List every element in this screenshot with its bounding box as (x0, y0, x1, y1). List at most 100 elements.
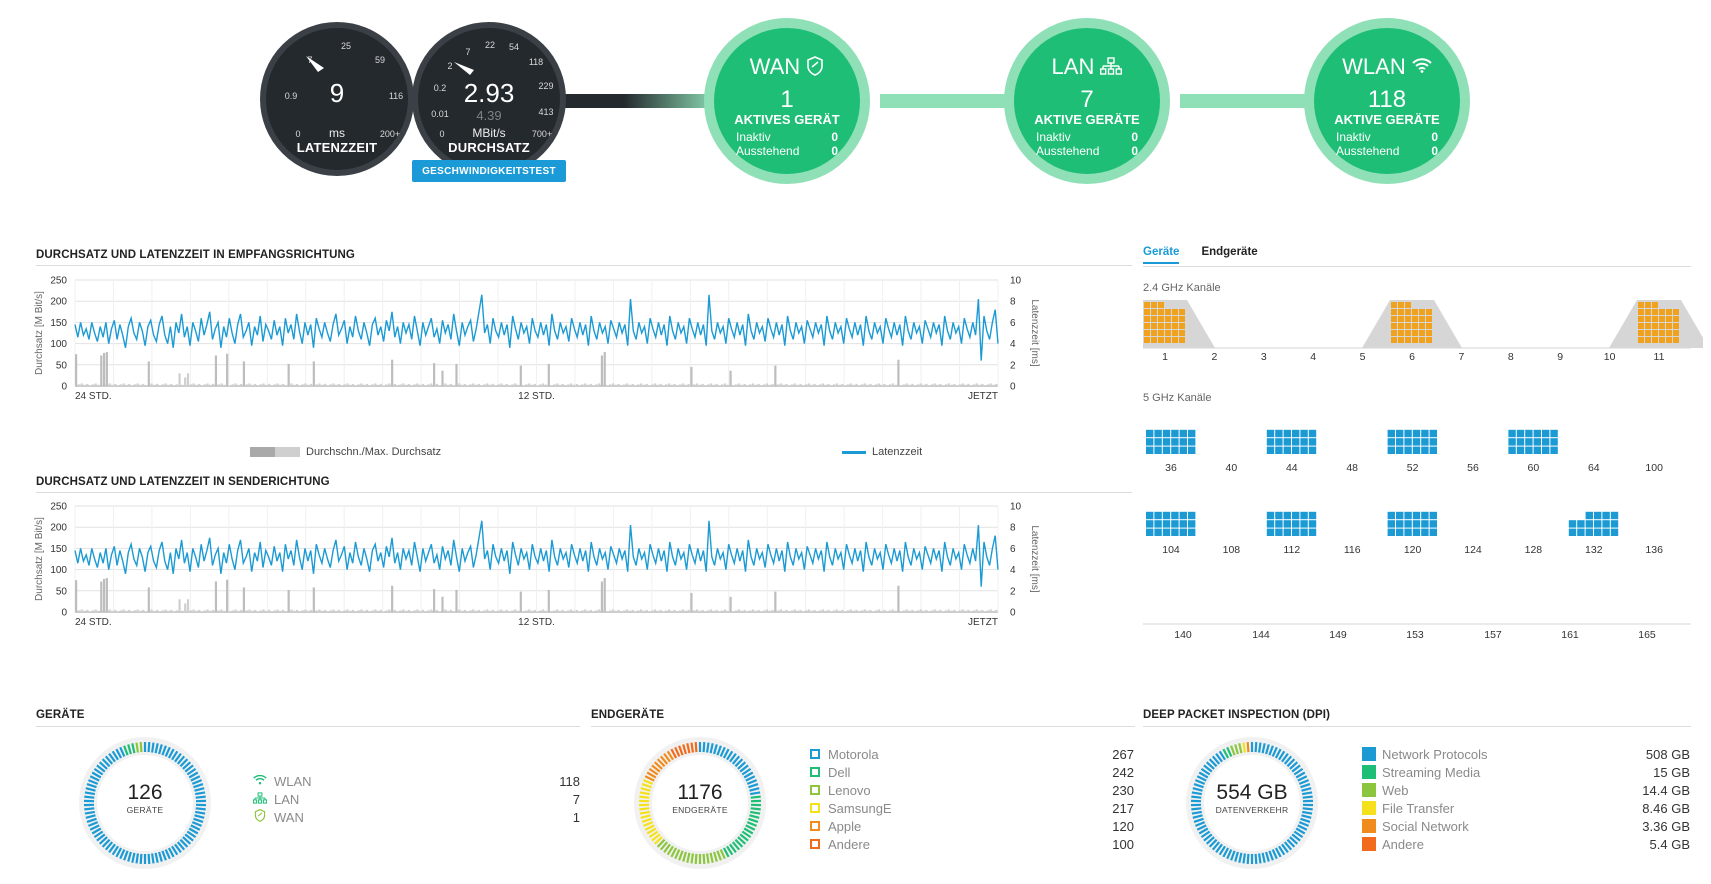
throughput-bar (693, 610, 696, 612)
throughput-bar (256, 385, 259, 386)
clients-row[interactable]: Motorola 267 (808, 745, 1134, 763)
device-cell (1179, 429, 1187, 438)
clients-donut[interactable]: 1176 ENDGERÄTE (630, 733, 770, 873)
throughput-bar (295, 383, 299, 386)
tab-geraete[interactable]: Geräte (1143, 246, 1180, 264)
throughput-bar (676, 611, 679, 612)
latency-tick: 59 (374, 55, 386, 65)
dpi-row[interactable]: Web 14.4 GB (1362, 781, 1690, 799)
tab-endgeraete[interactable]: Endgeräte (1201, 246, 1258, 258)
donut-tick (84, 791, 95, 796)
dpi-row[interactable]: Streaming Media 15 GB (1362, 763, 1690, 781)
legend-line[interactable]: Latenzzeit (842, 446, 922, 458)
throughput-bar (477, 609, 480, 612)
devices-row-wan[interactable]: WAN 1 (252, 808, 580, 826)
device-cell (1645, 309, 1651, 315)
connector-lan-wlan (1180, 94, 1320, 108)
wan-bubble[interactable]: WAN 1 AKTIVES GERÄT Inaktiv 0 Ausstehend… (704, 18, 870, 184)
donut-tick (1246, 742, 1250, 753)
donut-tick (84, 810, 95, 815)
devices-row-wlan[interactable]: WLAN 118 (252, 772, 580, 790)
throughput-bar (544, 384, 548, 386)
latency-gauge[interactable]: 0 0.9 7 25 59 116 200+ 9 ms LATENZZEIT (260, 22, 414, 176)
throughput-bar (469, 384, 472, 386)
device-cell (1398, 337, 1404, 343)
donut-tick (682, 851, 687, 862)
devices-donut[interactable]: 126 GERÄTE (75, 733, 215, 873)
throughput-bar (254, 609, 257, 612)
lan-bubble[interactable]: LAN 7 AKTIVE GERÄTE Inaktiv 0 Ausstehend… (1004, 18, 1170, 184)
throughput-bar (91, 384, 94, 386)
device-cell (1645, 316, 1651, 322)
band5-chart[interactable]: 36 40 44 48 52 56 60 64 100 104 108 112 116 120 124 128… (1143, 410, 1703, 660)
band24-chart[interactable]: 1 2 3 4 5 6 7 8 9 10 11 (1143, 296, 1703, 392)
throughput-bar (592, 611, 595, 612)
throughput-bar (667, 609, 671, 612)
throughput-bar (902, 610, 906, 612)
y2-tick-label: 6 (1010, 544, 1016, 555)
donut-tick (85, 814, 96, 819)
clients-row[interactable]: Dell 242 (808, 763, 1134, 781)
dpi-row[interactable]: Andere 5.4 GB (1362, 835, 1690, 853)
throughput-bar (553, 610, 556, 612)
throughput-bar (620, 611, 623, 612)
donut-tick (86, 783, 97, 789)
dpi-row[interactable]: Social Network 3.36 GB (1362, 817, 1690, 835)
device-cell (1162, 429, 1171, 438)
speedtest-button[interactable]: GESCHWINDIGKEITSTEST (412, 160, 566, 182)
device-cell (1516, 429, 1525, 438)
dpi-rule (1143, 726, 1691, 727)
clients-row[interactable]: Andere 100 (808, 835, 1134, 853)
donut-tick (174, 843, 182, 854)
donut-tick (190, 775, 201, 782)
wlan-bubble[interactable]: WLAN 118 AKTIVE GERÄTE Inaktiv 0 Aussteh… (1304, 18, 1470, 184)
throughput-bar (883, 609, 886, 612)
devices-list: WLAN 118 LAN 7 WAN 1 (252, 772, 580, 826)
throughput-bar (709, 609, 713, 612)
throughput-bar (687, 609, 690, 612)
donut-hole (652, 755, 748, 851)
donut-tick (195, 807, 206, 811)
legend-bars[interactable]: Durchschn./Max. Durchsatz (250, 446, 441, 458)
throughput-bar (88, 385, 92, 386)
throughput-bar (919, 609, 922, 612)
donut-tick (111, 750, 119, 761)
donut-tick (1194, 821, 1206, 827)
throughput-bar (248, 609, 251, 612)
throughput-gauge[interactable]: 0 0.01 0.2 2 7 22 54 118 229 413 700+ 2.… (412, 22, 566, 176)
dpi-donut[interactable]: 554 GB DATENVERKEHR (1182, 733, 1322, 873)
throughput-bar (388, 383, 391, 386)
throughput-bar (209, 384, 212, 386)
shield-icon (807, 56, 824, 76)
dpi-row-name: Network Protocols (1382, 746, 1488, 762)
throughput-bar (528, 609, 531, 612)
device-cell (1154, 511, 1162, 520)
dpi-row[interactable]: File Transfer 8.46 GB (1362, 799, 1690, 817)
donut-tick (722, 847, 730, 858)
dpi-row[interactable]: Network Protocols 508 GB (1362, 745, 1690, 763)
donut-tick (1226, 849, 1233, 860)
tx-chart-title: DURCHSATZ UND LATENZZEIT IN SENDERICHTUN… (36, 476, 330, 488)
network-icon (1100, 57, 1123, 75)
throughput-bar (147, 587, 150, 612)
donut-tick (690, 742, 694, 753)
clients-row[interactable]: Apple 120 (808, 817, 1134, 835)
throughput-bar (925, 609, 928, 612)
donut-tick (123, 745, 129, 756)
devices-row-lan[interactable]: LAN 7 (252, 790, 580, 808)
throughput-bar (681, 609, 685, 612)
donut-tick (91, 827, 102, 835)
clients-row[interactable]: SamsungE 217 (808, 799, 1134, 817)
donut-tick (739, 833, 749, 842)
throughput-bar (665, 610, 668, 612)
device-cell (1387, 528, 1395, 536)
device-cell (1308, 429, 1317, 438)
throughput-bar (617, 383, 620, 386)
donut-tick (746, 821, 758, 827)
device-cell (1421, 511, 1429, 520)
donut-tick (1198, 827, 1209, 835)
channel-number: 104 (1162, 544, 1180, 556)
clients-row[interactable]: Lenovo 230 (808, 781, 1134, 799)
